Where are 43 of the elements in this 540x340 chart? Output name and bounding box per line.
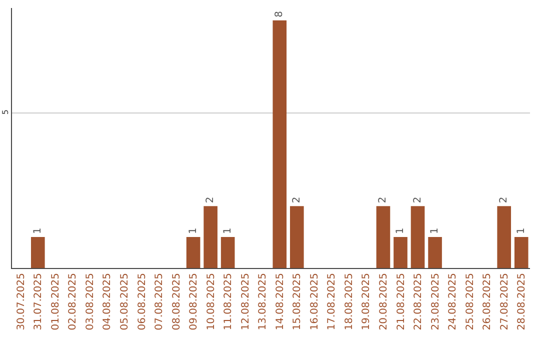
x-tick-label: 08.08.2025	[171, 273, 182, 330]
x-tick-label: 19.08.2025	[361, 273, 372, 330]
x-tick-label: 21.08.2025	[396, 273, 407, 330]
y-tick-label: 5	[0, 109, 10, 115]
data-label: 1	[32, 228, 44, 234]
x-tick-label: 01.08.2025	[50, 273, 62, 330]
x-tick-label: 30.07.2025	[16, 273, 27, 330]
x-tick-label: 13.08.2025	[258, 273, 269, 330]
data-label: 2	[291, 196, 302, 204]
x-tick-label: 27.08.2025	[499, 273, 510, 330]
x-tick-label: 11.08.2025	[223, 273, 234, 330]
x-tick-label: 17.08.2025	[326, 273, 338, 330]
data-label: 1	[430, 228, 441, 234]
x-tick-label: 25.08.2025	[464, 273, 476, 330]
x-tick-label: 31.07.2025	[33, 273, 44, 330]
x-tick-label: 23.08.2025	[430, 273, 442, 330]
data-label: 1	[516, 228, 527, 234]
x-tick-label: 03.08.2025	[84, 273, 96, 330]
x-tick-label: 24.08.2025	[448, 273, 459, 330]
x-tick-label: 06.08.2025	[136, 273, 148, 330]
x-tick-label: 20.08.2025	[378, 273, 390, 330]
data-label: 1	[188, 228, 199, 234]
data-label: 1	[222, 228, 234, 234]
x-tick-label: 15.08.2025	[292, 273, 304, 330]
x-tick-label: 10.08.2025	[206, 273, 217, 330]
x-tick-label: 07.08.2025	[154, 273, 166, 330]
x-tick-label: 04.08.2025	[102, 273, 114, 330]
x-tick-label: 28.08.2025	[516, 273, 528, 330]
x-tick-label: 16.08.2025	[309, 273, 320, 330]
data-label: 1	[395, 228, 406, 234]
x-tick-label: 12.08.2025	[240, 273, 252, 330]
x-tick-label: 26.08.2025	[482, 273, 494, 330]
x-tick-label: 14.08.2025	[274, 273, 286, 330]
data-label: 2	[412, 196, 424, 204]
x-tick-label: 02.08.2025	[68, 273, 79, 330]
data-label: 2	[498, 196, 510, 204]
x-tick-label: 22.08.2025	[413, 273, 424, 330]
data-label: 2	[378, 196, 389, 204]
x-tick-label: 05.08.2025	[119, 273, 130, 330]
data-label: 8	[274, 11, 286, 18]
x-tick-label: 18.08.2025	[344, 273, 355, 330]
data-label: 2	[205, 196, 216, 204]
x-tick-label: 09.08.2025	[188, 273, 200, 330]
